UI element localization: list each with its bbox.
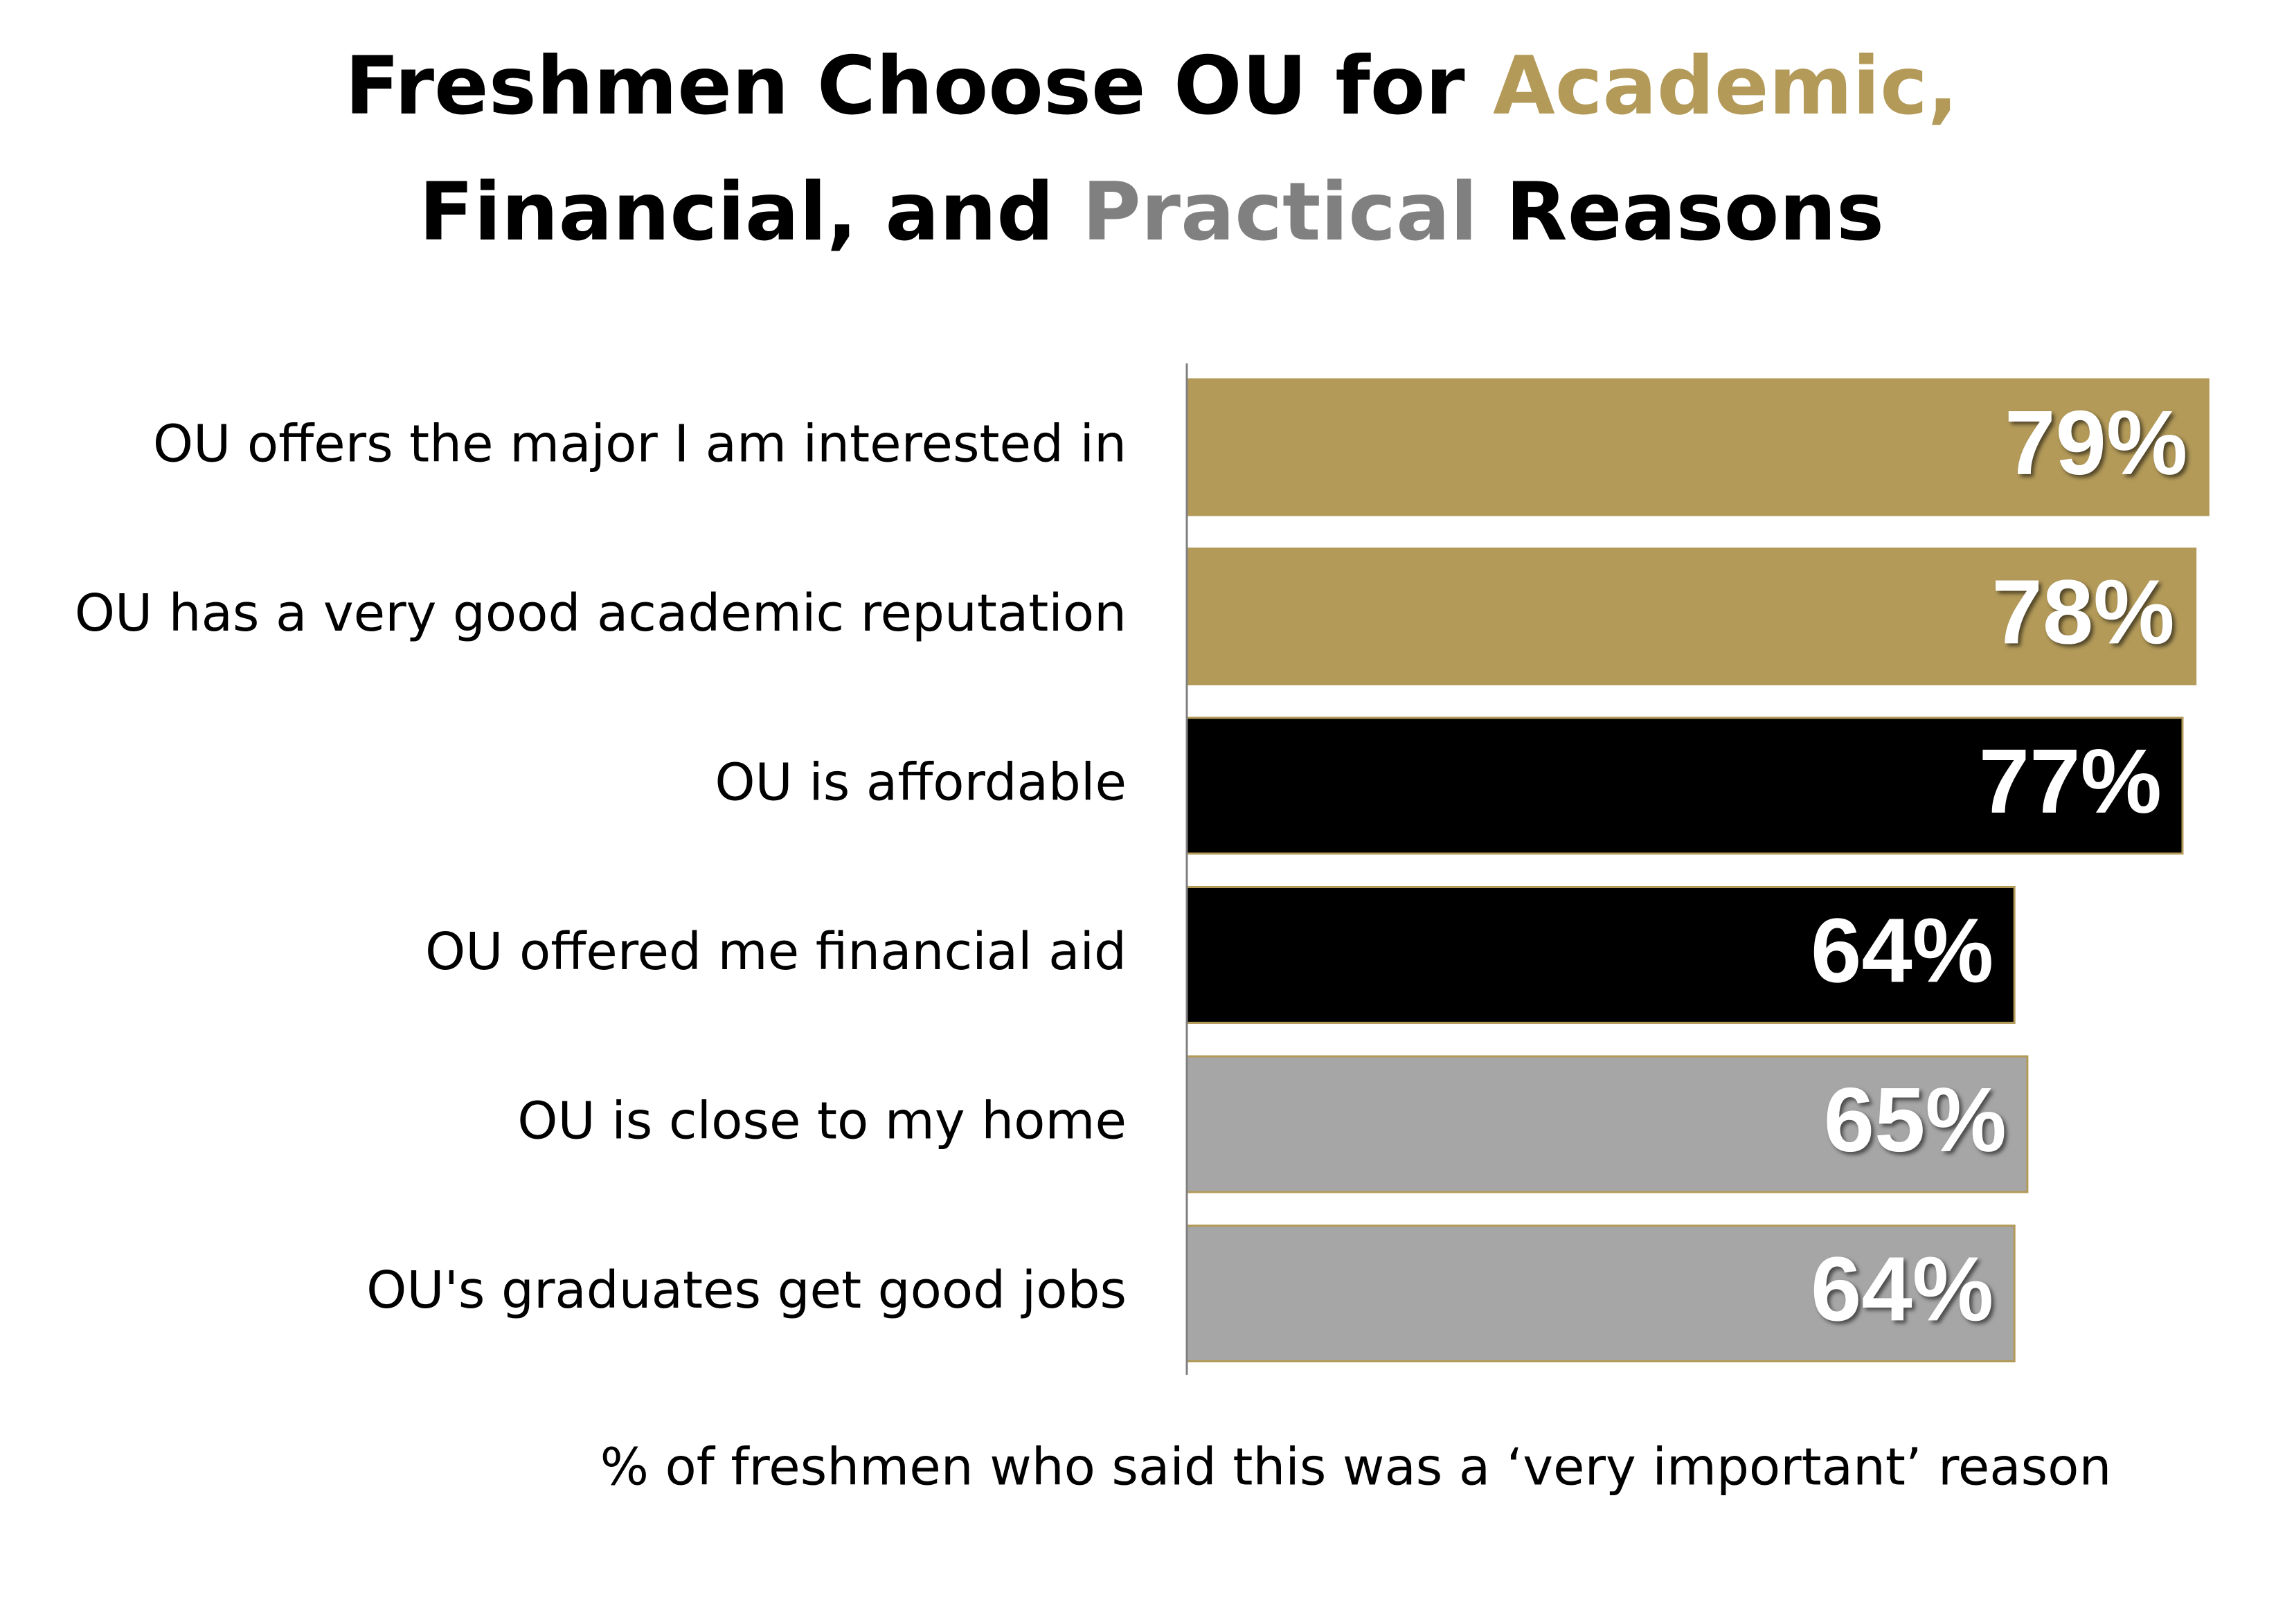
- title-part: Academic,: [1493, 39, 1958, 133]
- title-part: Financial, and: [419, 165, 1082, 259]
- bar: [1185, 1225, 2016, 1362]
- bar: [1185, 378, 2210, 516]
- category-label: OU's graduates get good jobs: [366, 1261, 1127, 1320]
- title-part: Practical: [1082, 165, 1478, 259]
- bar: [1185, 1055, 2029, 1193]
- value-label: 78%: [1991, 561, 2174, 662]
- bar: [1185, 716, 2184, 855]
- category-label: OU has a very good academic reputation: [75, 584, 1127, 643]
- value-label: 64%: [1811, 1238, 1993, 1339]
- value-label: 64%: [1811, 899, 1993, 1001]
- chart-title: Freshmen Choose OU for Academic,: [345, 39, 1958, 133]
- category-label: OU offers the major I am interested in: [153, 415, 1127, 474]
- category-label: OU offered me financial aid: [425, 922, 1127, 982]
- bar: [1185, 886, 2016, 1024]
- x-axis-label: % of freshmen who said this was a ‘very …: [600, 1438, 2112, 1497]
- value-label: 79%: [2005, 392, 2187, 494]
- chart-title: Financial, and Practical Reasons: [419, 165, 1884, 259]
- bar: [1185, 548, 2197, 685]
- title-part: Reasons: [1478, 165, 1884, 259]
- category-label: OU is close to my home: [517, 1092, 1127, 1151]
- title-part: Freshmen Choose OU for: [345, 39, 1493, 133]
- category-label: OU is affordable: [715, 753, 1127, 813]
- value-label: 65%: [1824, 1069, 2007, 1171]
- value-label: 77%: [1979, 730, 2162, 832]
